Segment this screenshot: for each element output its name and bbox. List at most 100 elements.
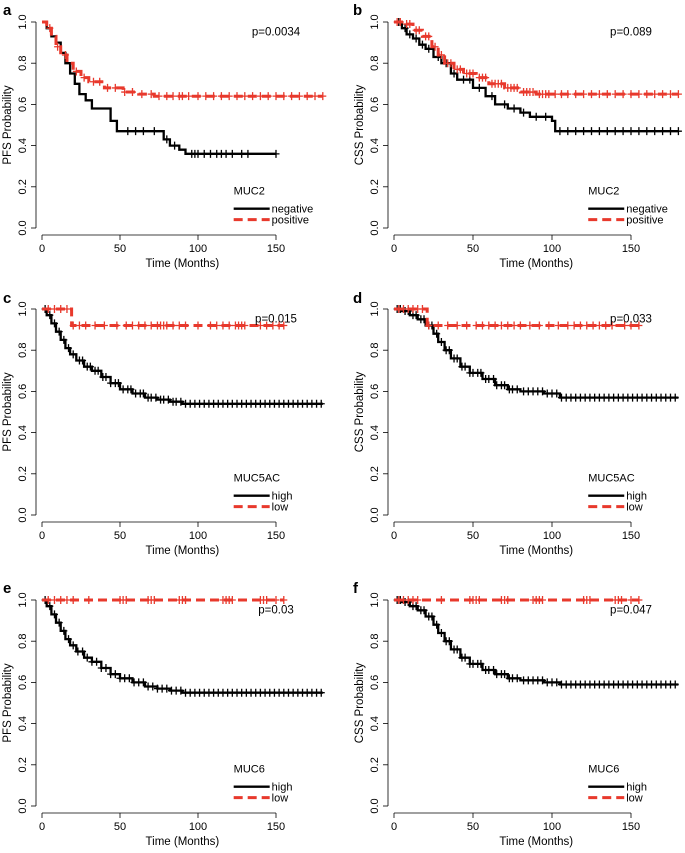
censor-mark-high	[55, 327, 63, 336]
x-axis-label: Time (Months)	[146, 258, 220, 270]
censor-mark-positive	[425, 32, 433, 41]
x-tick-label: 150	[622, 530, 640, 542]
y-axis-label: CSS Probability	[354, 662, 366, 743]
censor-mark-negative	[272, 149, 280, 158]
p-value: p=0.033	[610, 313, 652, 325]
x-tick-label: 50	[114, 821, 126, 833]
censor-mark-positive	[104, 83, 112, 92]
y-tick-label: 0.6	[369, 384, 381, 399]
censor-mark-high	[114, 379, 122, 388]
censor-mark-negative	[542, 112, 550, 121]
y-tick-label: 1.0	[17, 592, 29, 607]
y-tick-label: 0.2	[17, 757, 29, 772]
y-tick-label: 0.6	[369, 97, 381, 112]
censor-mark-high	[46, 311, 54, 320]
censor-mark-low	[75, 321, 83, 330]
y-tick-label: 0.0	[17, 507, 29, 522]
censor-mark-high	[50, 610, 58, 619]
censor-mark-low	[621, 321, 629, 330]
panel-c: c 0.0 0.2 0.4 0.6 0.8 1.0 PFS Probability 0 50 100…	[2, 290, 325, 557]
censor-mark-positive	[651, 90, 659, 99]
censor-mark-low	[535, 321, 543, 330]
panel-letter: e	[3, 580, 11, 597]
censor-mark-high	[60, 626, 68, 635]
x-tick-label: 0	[391, 243, 397, 255]
x-tick-label: 150	[622, 243, 640, 255]
y-tick-label: 0.4	[369, 138, 381, 153]
censor-mark-positive	[469, 69, 477, 78]
censor-mark-negative	[564, 127, 572, 136]
x-tick-label: 50	[114, 530, 126, 542]
censor-mark-high	[437, 337, 445, 346]
x-tick-label: 150	[267, 243, 285, 255]
legend-label-high: high	[626, 491, 647, 503]
censor-mark-positive	[121, 88, 129, 97]
censor-mark-low	[228, 596, 236, 604]
censor-mark-negative	[532, 112, 540, 121]
censor-mark-negative	[611, 127, 619, 136]
censor-mark-low	[141, 321, 149, 330]
censor-mark-high	[139, 389, 147, 398]
x-tick-label: 100	[543, 243, 561, 255]
censor-mark-positive	[396, 18, 404, 26]
censor-mark-positive	[256, 92, 264, 101]
x-tick-label: 150	[622, 821, 640, 833]
censor-mark-negative	[222, 149, 230, 158]
censor-mark-high	[127, 385, 135, 394]
censor-mark-low	[194, 321, 202, 330]
censor-mark-positive	[61, 50, 69, 59]
y-tick-label: 0.8	[17, 343, 29, 358]
censor-mark-low	[263, 596, 271, 604]
panel-f: f 0.0 0.2 0.4 0.6 0.8 1.0 CSS Probability 0 50 100…	[353, 580, 679, 848]
censor-mark-negative	[425, 44, 433, 53]
censor-mark-low	[554, 321, 562, 330]
censor-mark-negative	[139, 127, 147, 136]
panel-a: a 0.0 0.2 0.4 0.6 0.8 1.0 PFS Probability 0 50 100…	[2, 2, 327, 270]
censor-mark-high	[513, 674, 521, 683]
y-tick-label: 0.8	[369, 343, 381, 358]
censor-mark-high	[445, 637, 453, 646]
censor-mark-low	[122, 321, 130, 330]
censor-mark-high	[671, 393, 679, 402]
y-tick-label: 0.2	[17, 179, 29, 194]
censor-mark-low	[263, 321, 271, 330]
censor-mark-negative	[572, 127, 580, 136]
legend-title: MUC2	[234, 186, 265, 198]
y-tick-label: 0.2	[369, 757, 381, 772]
y-axis-label: CSS Probability	[354, 371, 366, 452]
legend-title: MUC2	[588, 186, 619, 198]
censor-mark-high	[317, 688, 325, 697]
censor-mark-low	[256, 321, 264, 330]
p-value: p=0.03	[258, 604, 294, 616]
y-tick-label: 0.4	[17, 425, 29, 440]
censor-mark-high	[111, 670, 119, 679]
censor-mark-positive	[225, 92, 233, 101]
censor-mark-negative	[651, 127, 659, 136]
censor-mark-positive	[545, 90, 553, 99]
censor-mark-low	[280, 321, 288, 330]
censor-mark-low	[128, 321, 136, 330]
censor-mark-high	[433, 620, 441, 629]
censor-mark-high	[317, 399, 325, 408]
censor-mark-positive	[431, 42, 439, 51]
censor-mark-negative	[163, 135, 171, 144]
censor-mark-negative	[627, 127, 635, 136]
censor-mark-high	[412, 602, 420, 611]
censor-mark-low	[182, 596, 190, 604]
censor-mark-negative	[450, 69, 458, 78]
censor-mark-high	[453, 354, 461, 363]
censor-mark-low	[147, 321, 155, 330]
censor-mark-positive	[437, 50, 445, 59]
censor-mark-low	[564, 321, 572, 330]
censor-mark-high	[412, 311, 420, 320]
censor-mark-positive	[415, 26, 423, 35]
x-tick-label: 50	[467, 243, 479, 255]
legend-label-positive: positive	[272, 215, 309, 227]
censor-mark-low	[57, 596, 65, 604]
p-value: p=0.047	[610, 604, 652, 616]
censor-mark-negative	[401, 24, 409, 33]
y-tick-label: 0.8	[17, 56, 29, 71]
censor-mark-low	[272, 596, 280, 604]
censor-mark-low	[135, 321, 143, 330]
censor-mark-high	[69, 641, 77, 650]
